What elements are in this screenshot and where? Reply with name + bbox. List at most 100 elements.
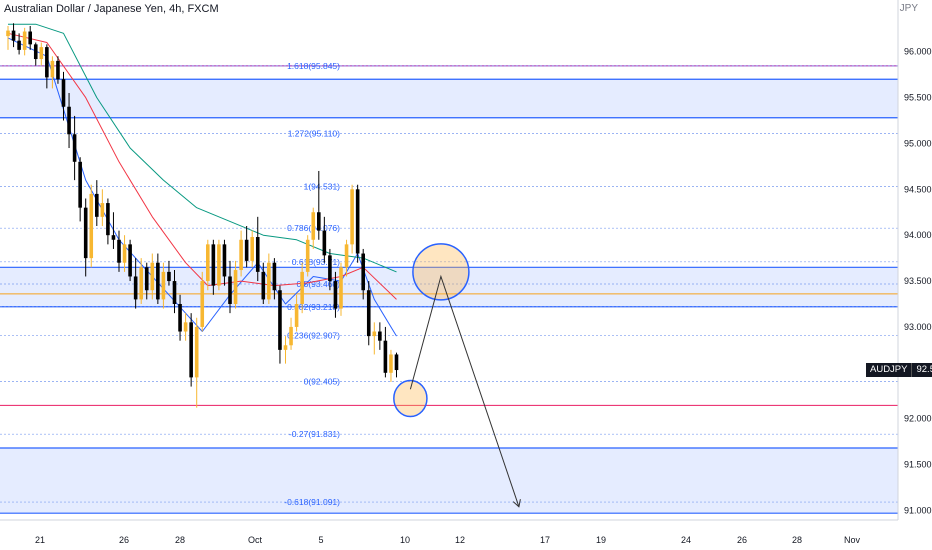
annotations-layer[interactable] [393, 243, 519, 506]
candle-body-40 [228, 276, 232, 304]
x-tick-label-0: 21 [35, 535, 45, 545]
candle-body-45 [255, 237, 260, 272]
candle-body-47 [267, 262, 271, 300]
candle-body-17 [100, 203, 105, 217]
candle-body-70 [394, 354, 399, 371]
fib-label-0: 1.618(95.845) [287, 61, 340, 71]
candle-body-27 [156, 262, 160, 300]
candle-body-68 [383, 340, 388, 373]
candle-body-34 [194, 326, 199, 378]
candle-body-39 [222, 244, 227, 277]
candle-body-59 [333, 281, 338, 309]
candle-body-69 [389, 354, 393, 373]
fib-label-9: -0.27(91.831) [289, 429, 340, 439]
x-tick-label-2: 28 [175, 535, 185, 545]
candle-body-4 [28, 31, 32, 45]
y-tick-label-4: 94.000 [904, 230, 932, 240]
candle-body-1 [11, 30, 16, 41]
candle-body-9 [56, 60, 60, 80]
candle-body-43 [244, 239, 249, 261]
y-tick-label-0: 96.000 [904, 47, 932, 57]
candle-body-37 [211, 244, 216, 286]
x-tick-label-10: 26 [737, 535, 747, 545]
y-tick-label-10: 91.000 [904, 505, 932, 515]
fib-label-5: 0.5(93.468) [297, 279, 341, 289]
x-tick-label-7: 17 [540, 535, 550, 545]
candle-body-66 [372, 331, 377, 337]
candle-body-22 [128, 244, 132, 277]
candle-body-3 [22, 31, 27, 50]
x-tick-label-9: 24 [681, 535, 691, 545]
candle-body-63 [355, 189, 360, 254]
candle-body-53 [300, 271, 304, 304]
fib-label-6: 0.382(93.218) [287, 302, 340, 312]
x-tick-label-12: Nov [844, 535, 861, 545]
candle-body-67 [378, 331, 382, 341]
current-price-badge: AUDJPY 92.534 [866, 363, 932, 377]
candle-body-32 [183, 322, 188, 332]
fib-label-8: 0(92.405) [304, 377, 341, 387]
candle-body-21 [122, 244, 127, 263]
fib-label-10: -0.618(91.091) [284, 497, 340, 507]
candle-body-12 [72, 134, 77, 162]
annotation-circle-1 [412, 243, 470, 301]
axis-unit-label: JPY [899, 3, 918, 14]
projection-arrow [409, 274, 518, 506]
x-tick-label-3: Oct [248, 535, 263, 545]
candle-body-38 [217, 244, 221, 286]
candle-body-7 [45, 47, 49, 78]
x-tick-label-4: 5 [318, 535, 323, 545]
candle-body-31 [178, 303, 182, 332]
candle-body-64 [361, 253, 365, 291]
candle-body-11 [67, 106, 71, 135]
candles-layer [6, 23, 399, 408]
candle-body-56 [317, 212, 321, 231]
price-badge-value: 92.534 [911, 363, 932, 377]
candle-body-58 [328, 255, 332, 282]
x-tick-label-1: 26 [119, 535, 129, 545]
y-tick-label-9: 91.500 [904, 460, 932, 470]
y-tick-label-2: 95.000 [904, 138, 932, 148]
y-tick-label-3: 94.500 [904, 184, 932, 194]
y-tick-label-5: 93.500 [904, 276, 932, 286]
candle-body-60 [339, 267, 343, 309]
candle-body-18 [106, 203, 110, 236]
candle-body-62 [350, 189, 354, 245]
candle-body-61 [344, 244, 349, 268]
x-tick-label-6: 12 [455, 535, 465, 545]
chart-title: Australian Dollar / Japanese Yen, 4h, FX… [4, 3, 219, 15]
y-tick-label-8: 92.000 [904, 414, 932, 424]
candle-body-25 [144, 267, 149, 291]
x-tick-label-11: 28 [792, 535, 802, 545]
candle-body-50 [283, 345, 288, 350]
fib-label-4: 0.618(93.71) [292, 257, 340, 267]
candle-body-20 [117, 239, 121, 263]
candle-body-29 [167, 271, 171, 282]
zone-2 [0, 448, 898, 514]
candle-body-2 [17, 40, 21, 50]
annotation-circle-0 [393, 379, 428, 418]
candle-body-0 [6, 30, 10, 37]
candle-body-41 [233, 270, 238, 304]
fib-label-7: 0.236(92.907) [287, 330, 340, 340]
fib-label-1: 1.272(95.110) [288, 128, 340, 138]
candle-body-48 [272, 262, 277, 291]
candle-body-33 [189, 322, 193, 378]
candle-body-65 [366, 290, 371, 337]
candle-body-15 [89, 193, 94, 259]
candle-body-55 [311, 212, 316, 240]
candle-body-51 [289, 326, 293, 346]
candle-body-30 [172, 281, 177, 304]
candle-body-36 [206, 244, 210, 282]
candle-body-57 [322, 230, 327, 256]
zone-0 [0, 79, 898, 118]
candle-body-44 [250, 237, 254, 261]
price-badge-symbol: AUDJPY [870, 364, 908, 375]
candle-body-5 [33, 44, 38, 60]
candle-body-46 [261, 271, 266, 300]
candle-body-14 [83, 207, 88, 259]
candle-body-42 [239, 239, 243, 271]
candle-body-8 [50, 60, 55, 78]
candle-body-10 [61, 79, 66, 107]
